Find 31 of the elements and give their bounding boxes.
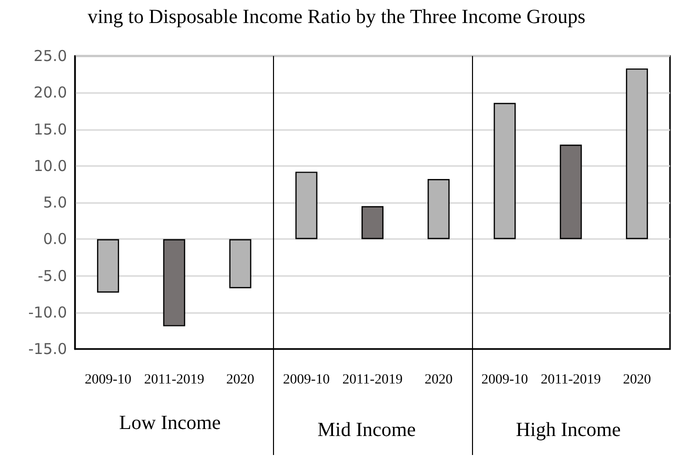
text: Low Income xyxy=(119,412,221,434)
y-tick-label: 0.0 xyxy=(43,230,67,248)
bar xyxy=(362,206,384,240)
x-tick-label: 2011-2019 xyxy=(144,372,204,388)
x-tick-label: 2020 xyxy=(622,372,651,388)
bar xyxy=(229,239,252,288)
text: Mid Income xyxy=(318,419,416,441)
x-tick-label: 2009-10 xyxy=(481,372,528,388)
bar xyxy=(295,172,318,240)
y-tick-label: 10.0 xyxy=(34,156,67,175)
y-tick-label: 25.0 xyxy=(34,47,67,65)
x-tick-label: 2009-10 xyxy=(84,372,132,388)
chart-title: ving to Disposable Income Ratio by the Three Income Groups xyxy=(88,6,586,28)
bar xyxy=(560,144,582,240)
y-tick-label: 20.0 xyxy=(34,84,67,102)
bar xyxy=(97,239,120,293)
x-tick-label: 2011-2019 xyxy=(540,372,601,388)
bar xyxy=(163,239,186,326)
bar xyxy=(428,179,450,240)
y-tick-label: -5.0 xyxy=(38,266,67,285)
x-tick-label: 2020 xyxy=(424,372,453,388)
x-tick-label: 2020 xyxy=(226,372,254,388)
y-tick-label: -15.0 xyxy=(28,340,67,358)
bar xyxy=(626,68,648,240)
x-tick-label: 2009-10 xyxy=(283,372,330,388)
y-tick-label: -10.0 xyxy=(28,303,67,322)
bar xyxy=(494,102,516,240)
x-tick-label: 2011-2019 xyxy=(342,372,403,388)
text: High Income xyxy=(516,419,621,441)
y-tick-label: 5.0 xyxy=(43,194,67,212)
y-tick-label: 15.0 xyxy=(34,120,67,138)
